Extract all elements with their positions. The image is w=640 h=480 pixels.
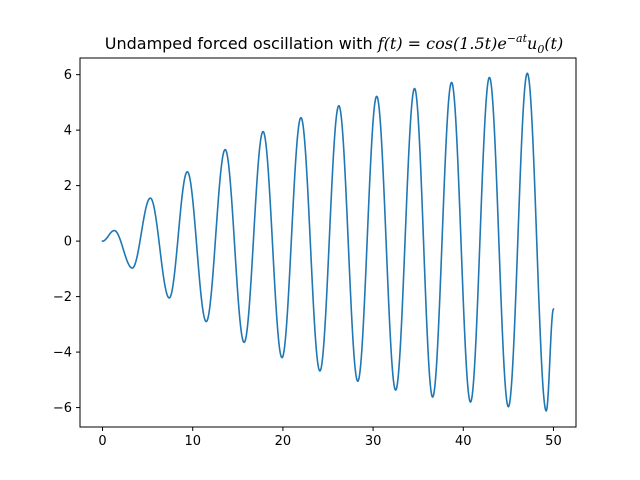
- chart-title: Undamped forced oscillation with f(t) = …: [105, 32, 563, 56]
- x-tick-label: 20: [275, 434, 292, 449]
- y-tick-label: −6: [53, 401, 72, 416]
- x-tick-label: 0: [98, 434, 106, 449]
- title-math-exp: −at: [507, 32, 528, 45]
- y-tick-label: 2: [64, 179, 72, 194]
- y-tick-label: 6: [64, 68, 72, 83]
- x-axis: 0 10 20 30 40 50: [98, 427, 562, 449]
- x-tick-label: 10: [184, 434, 201, 449]
- y-tick-label: 4: [64, 124, 72, 139]
- title-prefix: Undamped forced oscillation with: [105, 34, 378, 53]
- x-tick-label: 40: [455, 434, 472, 449]
- title-math-f: f(t) = cos(1.5t)e: [377, 34, 507, 53]
- title-math-end: (t): [544, 34, 563, 53]
- series-line: [101, 72, 555, 412]
- y-tick-label: −4: [53, 346, 72, 361]
- axes-frame: [79, 57, 577, 428]
- title-math-u: u: [527, 34, 537, 53]
- y-tick-label: 0: [64, 235, 72, 250]
- y-tick-label: −2: [53, 290, 72, 305]
- x-tick-label: 50: [545, 434, 562, 449]
- plot-area: [101, 72, 555, 412]
- x-tick-label: 30: [365, 434, 382, 449]
- y-axis: −6 −4 −2 0 2 4 6: [53, 68, 80, 416]
- title-math-sub: 0: [537, 43, 544, 56]
